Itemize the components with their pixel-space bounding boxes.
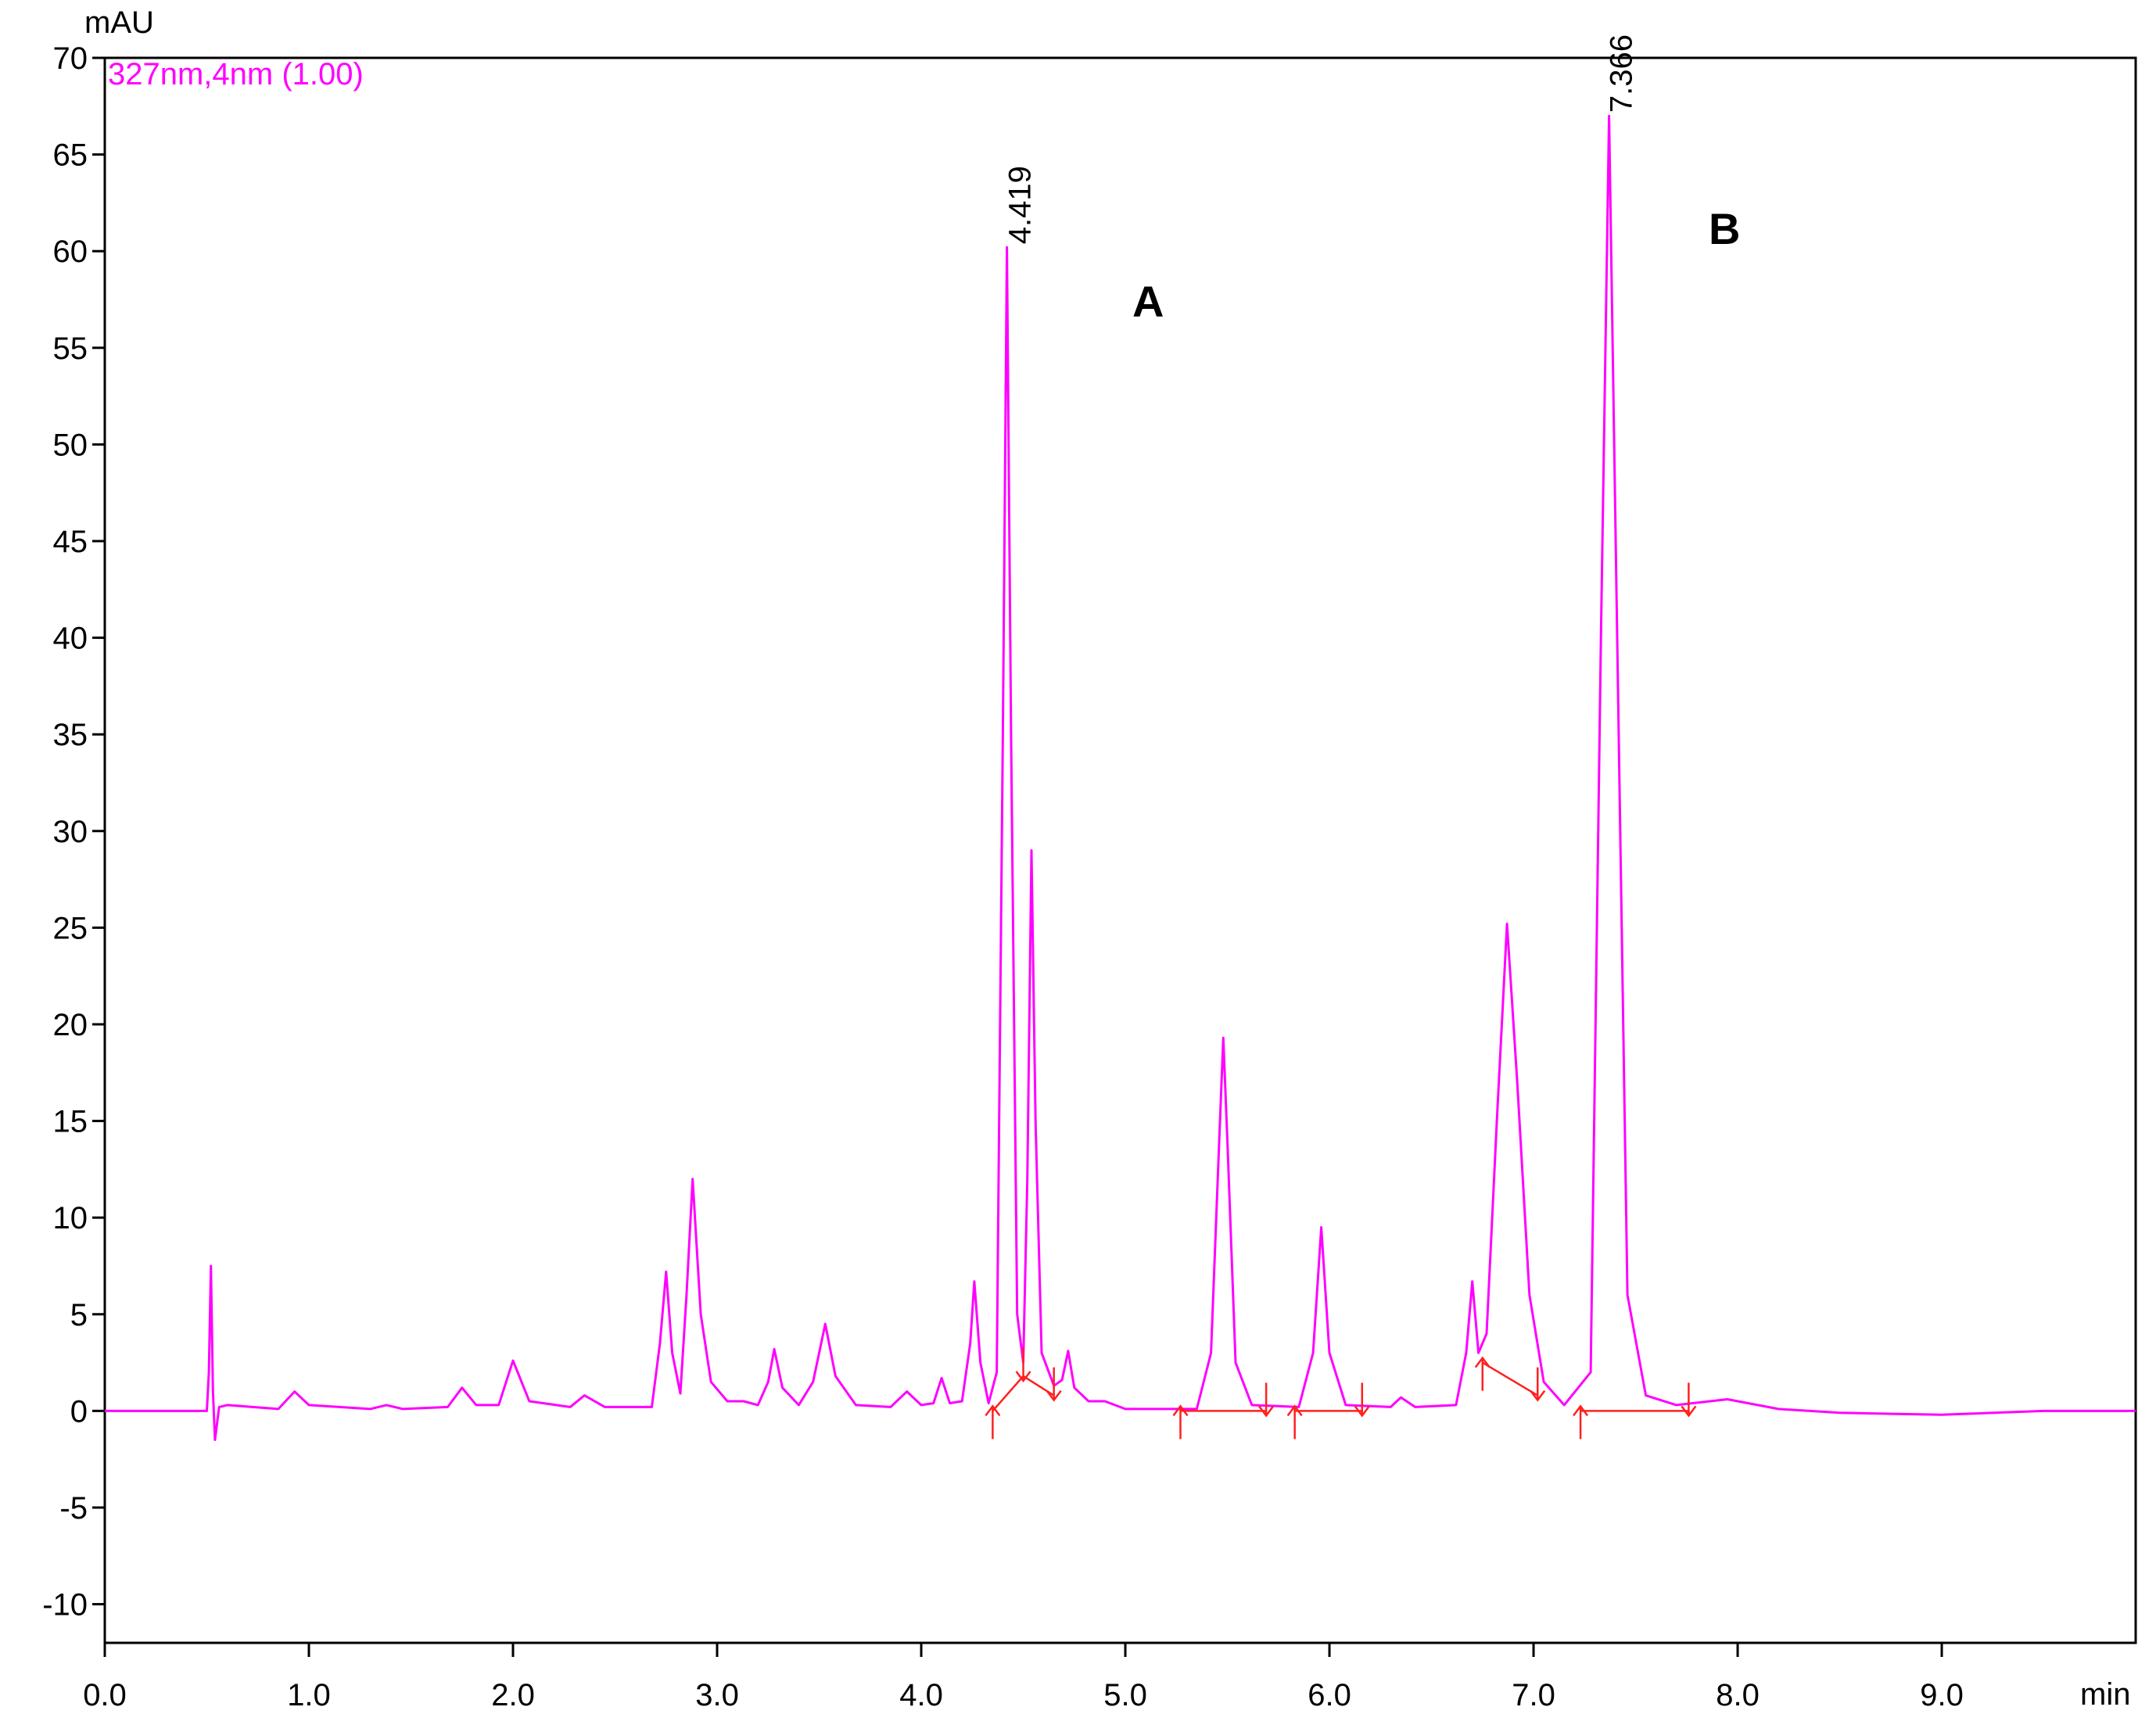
integration-arrow bbox=[1474, 1356, 1491, 1391]
x-tick-label: 6.0 bbox=[1308, 1678, 1351, 1712]
y-tick-label: 45 bbox=[53, 525, 88, 559]
y-tick-label: 50 bbox=[53, 428, 88, 462]
integration-arrow bbox=[1354, 1382, 1370, 1418]
integration-arrow bbox=[1258, 1382, 1275, 1418]
y-tick-label: 30 bbox=[53, 815, 88, 849]
x-tick-label: 5.0 bbox=[1103, 1678, 1147, 1712]
x-axis-label: min bbox=[2080, 1677, 2130, 1712]
x-tick-label: 8.0 bbox=[1716, 1678, 1760, 1712]
y-tick-label: -10 bbox=[42, 1588, 88, 1623]
y-tick-label: 5 bbox=[70, 1298, 88, 1332]
integration-arrow bbox=[985, 1404, 1001, 1440]
x-tick-label: 4.0 bbox=[899, 1678, 943, 1712]
y-tick-label: 35 bbox=[53, 718, 88, 752]
y-tick-label: 65 bbox=[53, 138, 88, 173]
x-tick-label: 9.0 bbox=[1920, 1678, 1964, 1712]
y-tick-label: 55 bbox=[53, 332, 88, 366]
chromatogram-line bbox=[105, 114, 2136, 1441]
integration-arrow bbox=[1172, 1404, 1189, 1440]
y-tick-label: 70 bbox=[53, 41, 88, 76]
y-tick-label: 15 bbox=[53, 1105, 88, 1139]
x-tick-label: 1.0 bbox=[287, 1678, 331, 1712]
integration-arrow bbox=[1286, 1404, 1303, 1440]
y-tick-label: 0 bbox=[70, 1394, 88, 1429]
integration-arrow bbox=[1530, 1367, 1546, 1402]
integration-arrow bbox=[1681, 1382, 1697, 1418]
y-tick-label: 10 bbox=[53, 1201, 88, 1235]
integration-arrow bbox=[1046, 1367, 1062, 1402]
y-tick-label: 25 bbox=[53, 911, 88, 945]
y-axis-label: mAU bbox=[84, 5, 154, 40]
peak-label: 7.366 bbox=[1605, 34, 1639, 113]
y-tick-label: 60 bbox=[53, 235, 88, 269]
annotation: A bbox=[1132, 277, 1164, 326]
y-tick-label: -5 bbox=[59, 1491, 88, 1526]
x-tick-label: 7.0 bbox=[1512, 1678, 1555, 1712]
integration-baseline bbox=[1482, 1361, 1538, 1397]
y-tick-label: 20 bbox=[53, 1008, 88, 1042]
integration-arrow bbox=[1015, 1347, 1031, 1382]
integration-arrow bbox=[1573, 1404, 1589, 1440]
peak-label: 4.419 bbox=[1003, 166, 1037, 244]
annotation: B bbox=[1709, 204, 1740, 253]
x-tick-label: 2.0 bbox=[491, 1678, 535, 1712]
x-tick-label: 0.0 bbox=[83, 1678, 127, 1712]
x-tick-label: 3.0 bbox=[695, 1678, 739, 1712]
plot-frame bbox=[103, 56, 2137, 1644]
y-tick-label: 40 bbox=[53, 622, 88, 656]
legend-entry: 327nm,4nm (1.00) bbox=[108, 57, 364, 91]
